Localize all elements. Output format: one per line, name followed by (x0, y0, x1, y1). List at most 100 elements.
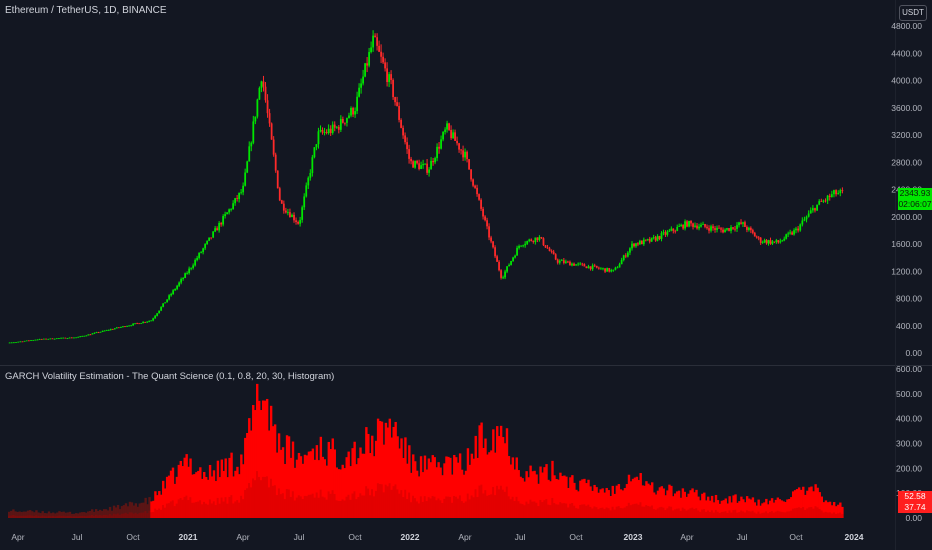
currency-badge[interactable]: USDT (899, 5, 927, 21)
volatility-bar (751, 497, 755, 518)
volatility-bar (423, 455, 427, 518)
volatility-bar-shadow (744, 512, 747, 518)
price-tick-label: 800.00 (896, 294, 922, 304)
candle-body (142, 321, 145, 324)
volatility-bar-shadow (64, 516, 67, 518)
last-price-tag: 2343.93 02:06:07 (898, 188, 932, 210)
price-tick-label: 0.00 (905, 348, 922, 358)
candle-body (637, 243, 639, 245)
volatility-bar (839, 502, 842, 518)
candle-body (591, 265, 594, 270)
volatility-bar (7, 511, 11, 518)
volatility-bar-shadow (472, 497, 475, 518)
volatility-bar-shadow (593, 506, 596, 518)
volatility-bar (271, 426, 275, 518)
volatility-bar-shadow (537, 506, 540, 518)
volatility-bar (220, 459, 224, 518)
candle-body (188, 268, 191, 274)
candle-body (542, 238, 545, 246)
volatility-bar-shadow (404, 489, 407, 518)
volatility-bar-shadow (460, 501, 464, 518)
volatility-bar-shadow (175, 503, 179, 518)
candle-body (297, 222, 299, 224)
volatility-bar-shadow (408, 492, 411, 518)
volatility-bar-shadow (265, 476, 269, 518)
candle-body (284, 210, 287, 213)
candle-body (313, 147, 316, 158)
volatility-bar (656, 490, 660, 518)
volatility-bar-shadow (605, 507, 608, 518)
volatility-bar-shadow (365, 486, 368, 518)
candle-body (402, 127, 404, 136)
volatility-bar (654, 494, 658, 518)
volatility-bar (374, 440, 378, 518)
candle-body (504, 271, 506, 278)
volatility-bar-shadow (691, 507, 694, 518)
volatility-bar-shadow (816, 507, 819, 518)
candle-body (276, 170, 279, 189)
volatility-bar-shadow (782, 512, 785, 518)
candle-body (587, 266, 590, 269)
volatility-bar-shadow (575, 508, 578, 518)
candle-body (248, 146, 251, 162)
volatility-bar (770, 498, 774, 518)
volatility-bar (537, 483, 540, 518)
candle-body (228, 209, 231, 213)
volatility-bar-shadow (90, 514, 94, 518)
indicator-title[interactable]: GARCH Volatility Estimation - The Quant … (5, 371, 335, 382)
volatility-bar (408, 445, 411, 518)
candle-body (293, 214, 295, 221)
volatility-bar (662, 488, 665, 518)
volatility-bar (353, 441, 356, 518)
volatility-bar (780, 500, 783, 518)
volatility-bar-shadow (269, 478, 273, 518)
volatility-bar (51, 512, 55, 518)
volatility-bar (427, 458, 431, 518)
candle-body (331, 124, 334, 133)
volatility-bar-shadow (35, 515, 38, 518)
volatility-bar (784, 502, 787, 518)
volatility-bar-shadow (24, 515, 28, 518)
candle-body (746, 226, 748, 230)
volatility-bar-shadow (437, 498, 440, 518)
volatility-bar (710, 495, 714, 518)
volatility-bar-shadow (571, 502, 574, 518)
symbol-title[interactable]: Ethereum / TetherUS, 1D, BINANCE (5, 5, 167, 16)
candle-body (12, 342, 15, 344)
volatility-bar (148, 497, 151, 518)
volatility-bar-shadow (478, 485, 481, 518)
volatility-bar-shadow (319, 489, 323, 518)
volatility-bar (745, 496, 749, 518)
volatility-bar (204, 476, 208, 518)
candle-body (21, 341, 24, 343)
volatility-bar-shadow (755, 513, 758, 518)
volatility-bar (724, 498, 727, 518)
candle-body (25, 340, 28, 342)
volatility-bar (94, 509, 98, 518)
candle-body (184, 273, 187, 278)
volatility-bar (214, 481, 218, 518)
candle-body (734, 228, 736, 230)
volatility-bar-shadow (617, 506, 621, 518)
volatility-bar (453, 454, 456, 518)
volatility-bar-shadow (68, 515, 72, 518)
candle-body (654, 237, 657, 241)
volatility-bar (675, 491, 679, 518)
price-tick-label: 3600.00 (891, 103, 922, 113)
volatility-bar-shadow (832, 512, 836, 518)
volatility-bar-shadow (303, 495, 307, 518)
volatility-bar-shadow (501, 489, 505, 518)
candle-body (540, 237, 543, 239)
volatility-bar-shadow (453, 495, 456, 518)
volatility-bar (486, 454, 489, 518)
time-tick-label: Oct (126, 532, 140, 542)
volatility-bar-shadow (299, 496, 303, 518)
volatility-bar (577, 491, 580, 518)
candle-body (785, 234, 788, 239)
volatility-bar-shadow (664, 510, 667, 518)
candle-body (93, 332, 96, 334)
candle-body (372, 35, 374, 48)
candle-body (674, 230, 677, 232)
volatility-bar-shadow (254, 480, 257, 518)
